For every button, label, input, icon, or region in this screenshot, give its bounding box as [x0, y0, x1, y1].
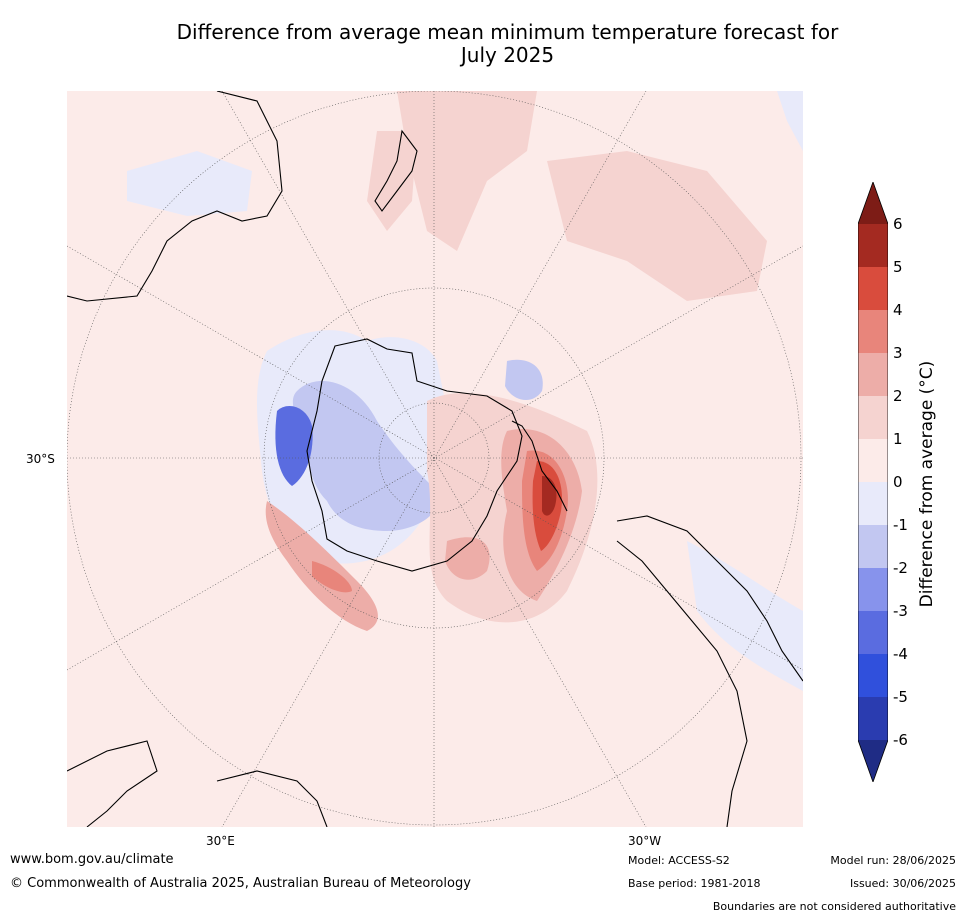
footer-copyright: © Commonwealth of Australia 2025, Austra… — [10, 876, 471, 891]
colorbar-tick-label: -5 — [893, 688, 908, 706]
warm-patch-nz — [367, 131, 417, 231]
cool-core-east-antarctica — [292, 381, 439, 531]
colorbar-tick-label: -6 — [893, 731, 908, 749]
colorbar-tick-label: 6 — [893, 215, 903, 233]
colorbar — [857, 180, 889, 784]
lon-label-30e: 30°E — [206, 834, 235, 848]
warm-indian-ocean-core — [312, 561, 352, 593]
colorbar-band — [858, 353, 888, 397]
cool-patch-south-america — [687, 541, 803, 691]
meridian-30e — [221, 91, 647, 827]
graticule — [67, 91, 803, 827]
colorbar-band — [858, 568, 888, 612]
africa-coastline — [67, 740, 158, 827]
colorbar-band — [858, 482, 888, 526]
latitude-circle-30s — [67, 91, 802, 826]
warm-bellingshausen — [445, 537, 490, 580]
map-canvas — [67, 91, 803, 827]
colorbar-tick-label: -4 — [893, 645, 908, 663]
colorbar-band — [858, 611, 888, 655]
colorbar-tick-label: -2 — [893, 559, 908, 577]
colorbar-tick-label: 2 — [893, 387, 903, 405]
antarctica-coastline — [306, 338, 523, 572]
title-line-2: July 2025 — [460, 43, 555, 67]
footer-issued: Issued: 30/06/2025 — [849, 877, 956, 890]
meridian-60w — [67, 245, 803, 671]
colorbar-band — [858, 439, 888, 483]
coastlines — [67, 91, 803, 827]
footer-model-run: Model run: 28/06/2025 — [830, 854, 956, 867]
colorbar-band — [858, 267, 888, 311]
warm-patch-northeast — [547, 151, 767, 301]
warm-patch-north — [397, 91, 537, 251]
footer-base-period: Base period: 1981-2018 — [628, 877, 761, 890]
colorbar-tick-label: 4 — [893, 301, 903, 319]
colorbar-tick-label: 1 — [893, 430, 903, 448]
madagascar — [216, 770, 328, 827]
title-line-1: Difference from average mean minimum tem… — [176, 20, 839, 44]
colorbar-tick-label: 3 — [893, 344, 903, 362]
cool-patch-top-right — [777, 91, 803, 151]
colorbar-band — [858, 310, 888, 354]
meridian-30w — [221, 91, 647, 827]
lat-label-30s: 30°S — [26, 452, 55, 466]
chart-title: Difference from average mean minimum tem… — [60, 21, 955, 67]
colorbar-over-arrow — [858, 182, 888, 224]
new-zealand — [374, 129, 418, 212]
cool-patch-ross — [505, 359, 543, 401]
colorbar-tick-label: 5 — [893, 258, 903, 276]
colorbar-graphic — [857, 180, 889, 784]
colorbar-under-arrow — [858, 740, 888, 782]
footer-model: Model: ACCESS-S2 — [628, 854, 730, 867]
colorbar-band — [858, 224, 888, 268]
colorbar-band — [858, 697, 888, 741]
australia-coastline — [67, 91, 283, 302]
footer-disclaimer: Boundaries are not considered authoritat… — [712, 900, 956, 913]
cool-patch-australia-west — [127, 151, 252, 216]
lon-label-30w: 30°W — [628, 834, 662, 848]
colorbar-bands — [858, 224, 888, 741]
colorbar-label: Difference from average (°C) — [917, 360, 937, 608]
cool-core-wilkes — [275, 406, 313, 486]
colorbar-band — [858, 654, 888, 698]
anomaly-fills — [127, 91, 803, 691]
south-america-coastline — [616, 515, 803, 682]
colorbar-tick-label: -1 — [893, 516, 908, 534]
footer-url[interactable]: www.bom.gov.au/climate — [10, 852, 174, 867]
meridian-60e — [67, 245, 803, 671]
antarctic-peninsula — [511, 420, 568, 512]
colorbar-band — [858, 525, 888, 569]
colorbar-band — [858, 396, 888, 440]
colorbar-tick-label: 0 — [893, 473, 903, 491]
polar-map — [67, 91, 803, 827]
colorbar-tick-label: -3 — [893, 602, 908, 620]
south-america-west-coast — [616, 540, 748, 827]
